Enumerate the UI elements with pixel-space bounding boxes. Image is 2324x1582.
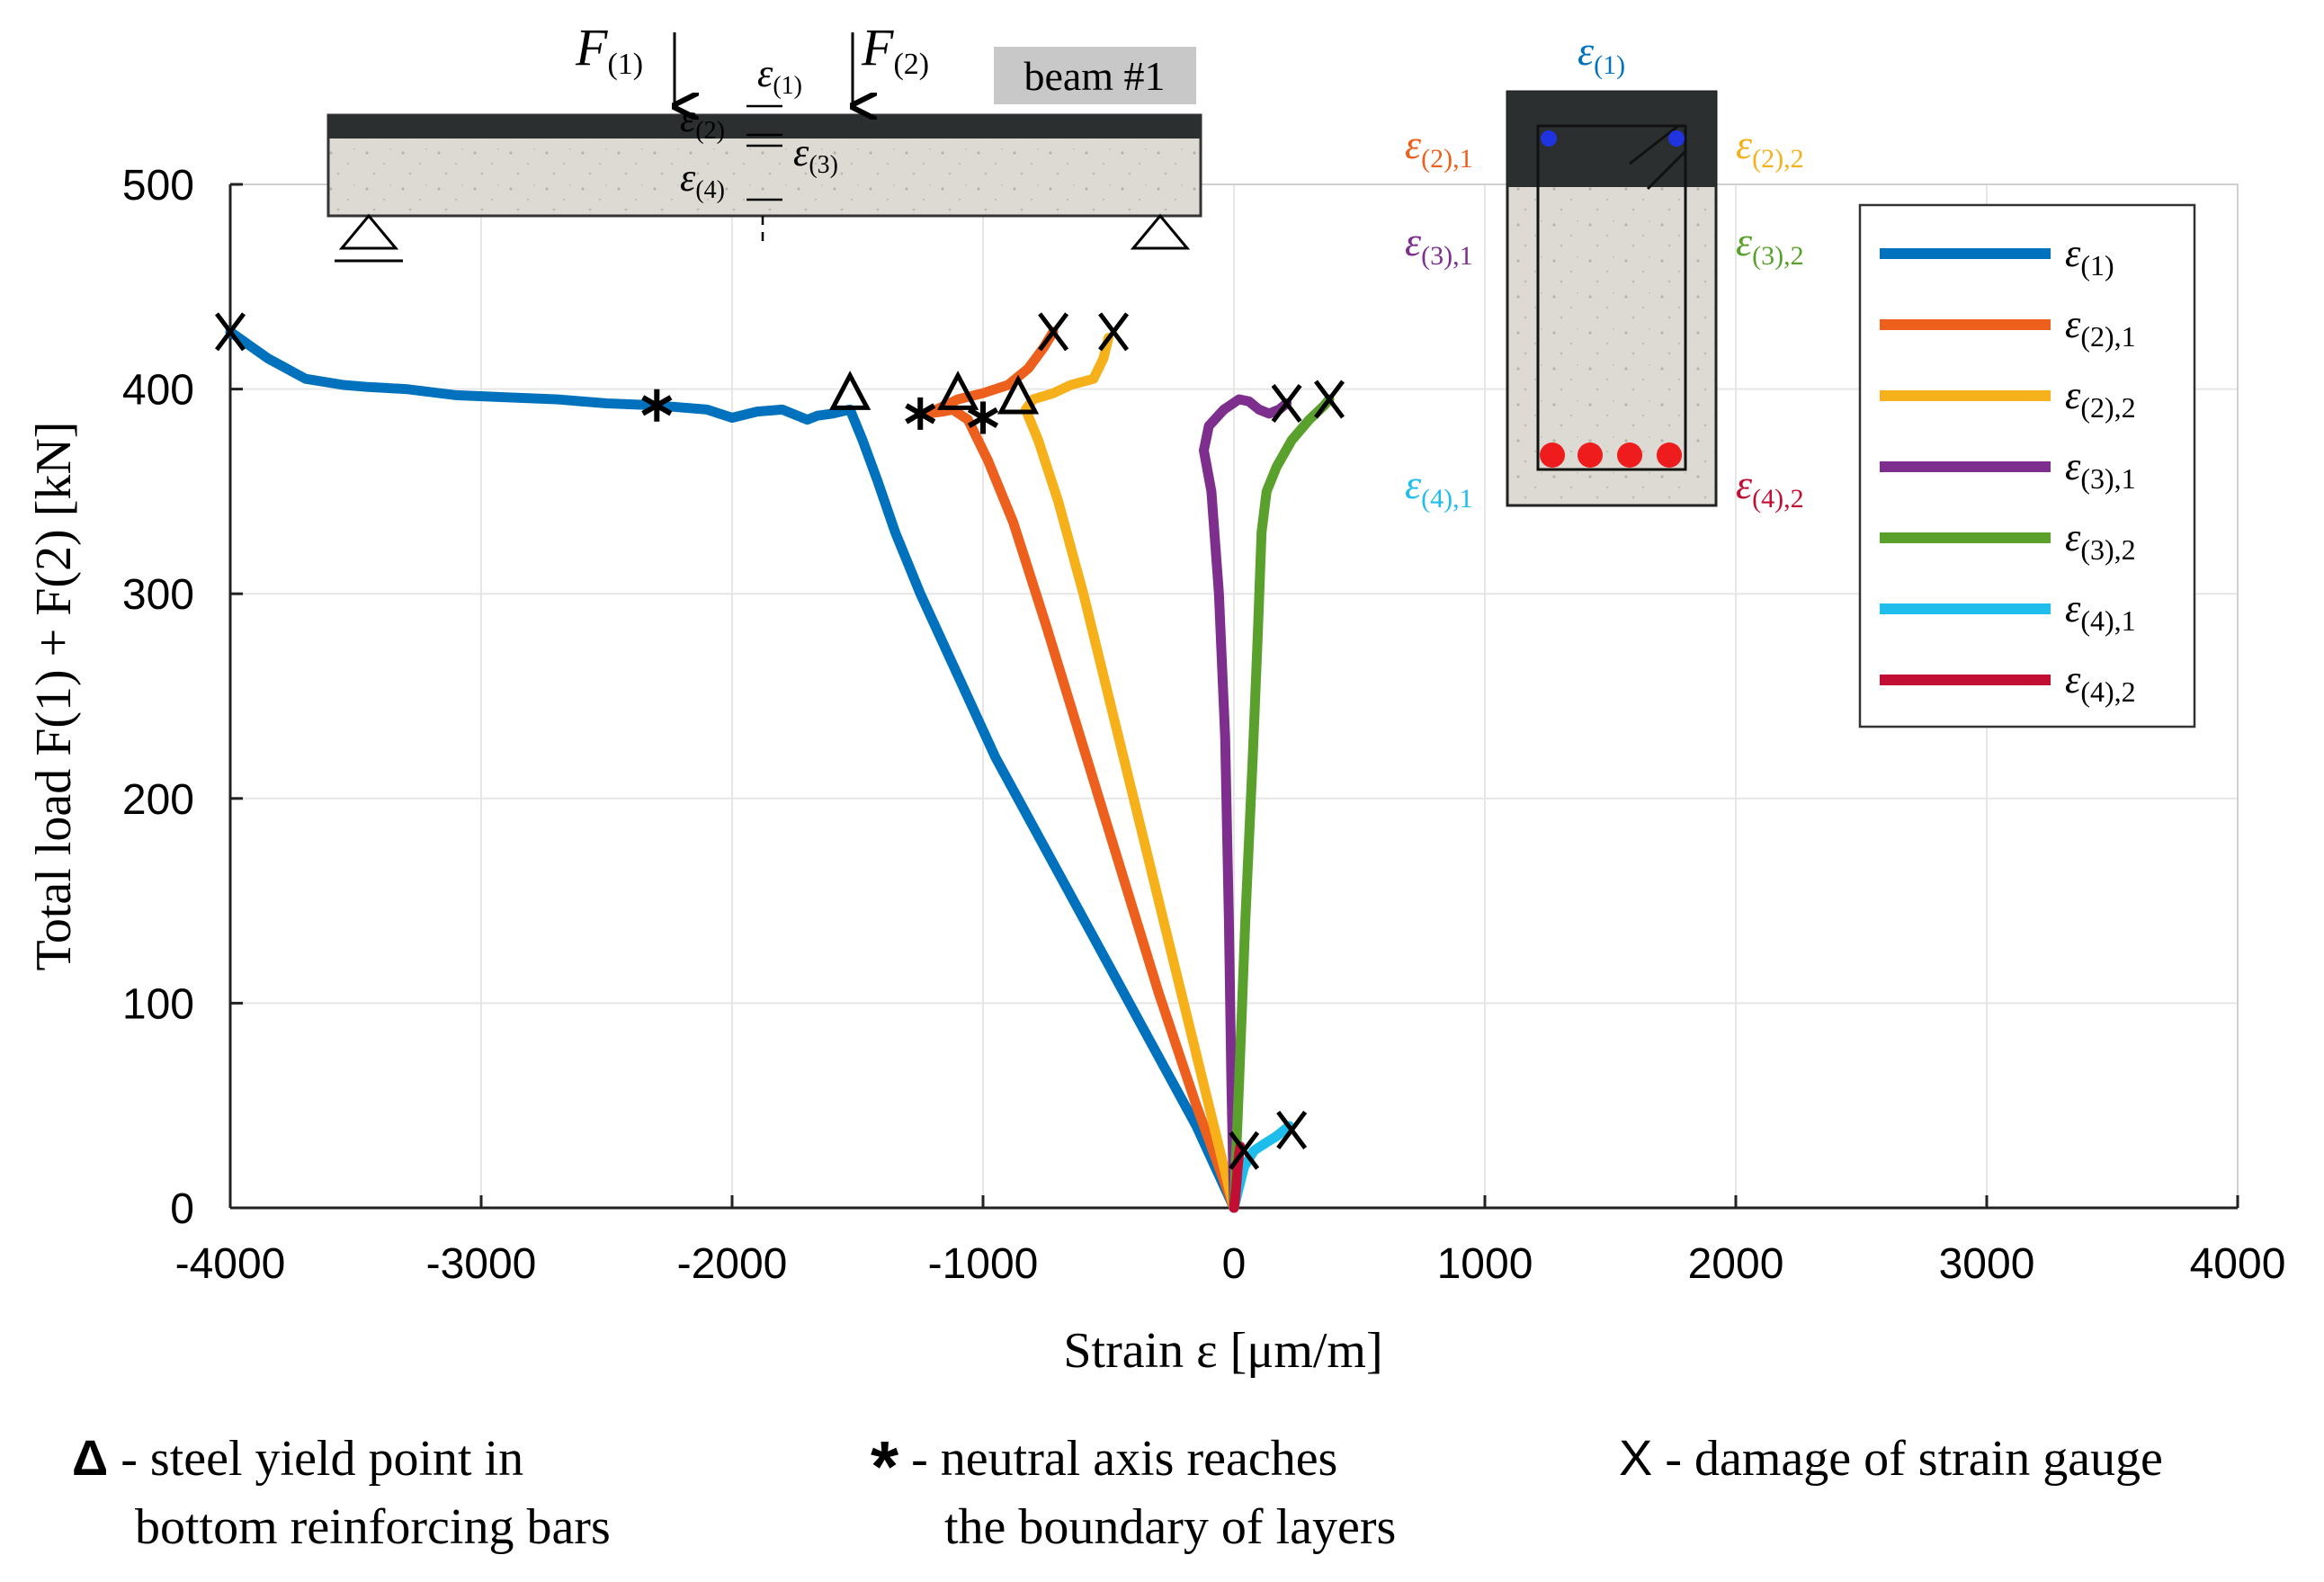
legend-label-0: ε(1)	[2065, 231, 2114, 282]
beam-schematic: beam #1 F(1) F(2) ε(1) ε(2) ε(3) ε(4)	[326, 18, 1202, 263]
beam-label: beam #1	[1023, 53, 1165, 99]
legend-label-6: ε(4),2	[2065, 657, 2136, 708]
marker-notes: Δ - steel yield point in bottom reinforc…	[72, 1426, 2163, 1555]
cross-section-label-6: ε(4),2	[1736, 461, 1804, 514]
bottom-bar-1	[1540, 442, 1565, 468]
series-line-2	[1020, 333, 1239, 1213]
top-bar-left	[1541, 130, 1557, 147]
damage-marker-6	[1276, 1111, 1308, 1150]
x-tick-label-1: -3000	[426, 1240, 537, 1288]
y-tick-label-0: 0	[170, 1185, 194, 1233]
force-1-label: F(1)	[575, 18, 643, 81]
data-series	[225, 326, 1335, 1213]
y-tick-label-1: 100	[122, 980, 194, 1028]
beam-label-box	[994, 47, 1196, 104]
series-line-4	[1229, 394, 1335, 1213]
y-axis-title: Total load F(1) + F(2) [kN]	[26, 422, 82, 971]
legend-label-4: ε(3),2	[2065, 515, 2136, 566]
neutral-axis-marker-2	[967, 401, 999, 434]
legend-label-1: ε(2),1	[2065, 302, 2136, 353]
bottom-bar-2	[1578, 442, 1603, 468]
damage-marker-4	[1314, 380, 1345, 419]
yield-marker-1	[936, 371, 979, 410]
damage-marker-1	[1038, 312, 1069, 352]
damage-marker-5	[1229, 1131, 1260, 1170]
note-neutral-line2: the boundary of layers	[944, 1499, 1396, 1555]
y-tick-label-5: 500	[122, 162, 194, 210]
x-tick-label-6: 2000	[1688, 1240, 1784, 1288]
gauge-arrows	[746, 104, 782, 248]
bottom-bar-3	[1617, 442, 1642, 468]
legend-label-3: ε(3),1	[2065, 444, 2136, 495]
x-tick-label-7: 3000	[1939, 1240, 2035, 1288]
bottom-bar-4	[1657, 442, 1682, 468]
support-left	[338, 213, 399, 250]
x-tick-label-4: 0	[1222, 1240, 1247, 1288]
x-tick-label-0: -4000	[175, 1240, 286, 1288]
gauge-4-label: ε(4)	[680, 156, 725, 204]
stirrup-hook-2	[1646, 149, 1687, 191]
yield-marker-0	[828, 371, 872, 410]
cross-section-label-0: ε(1)	[1578, 28, 1625, 80]
gauge-2-label: ε(2)	[680, 96, 725, 145]
neutral-axis-marker-0	[641, 389, 673, 422]
data-markers	[215, 312, 1345, 1170]
damage-marker-2	[1098, 312, 1130, 352]
cross-section-label-3: ε(3),1	[1405, 219, 1473, 271]
cross-section-label-5: ε(4),1	[1405, 461, 1473, 514]
neutral-axis-marker-1	[905, 397, 936, 430]
series-line-3	[1199, 394, 1292, 1213]
tick-labels: -4000 -3000 -2000 -1000 0 1000 2000 3000 4000 0 10…	[122, 162, 2285, 1288]
y-tick-label-2: 200	[122, 776, 194, 824]
legend-label-2: ε(2),2	[2065, 373, 2136, 424]
gauge-1-label: ε(1)	[757, 51, 802, 100]
note-neutral-line1: * - neutral axis reaches	[871, 1426, 1337, 1506]
support-right	[1130, 213, 1191, 250]
section-stirrup	[1536, 124, 1687, 471]
x-tick-label-8: 4000	[2190, 1240, 2286, 1288]
damage-marker-0	[215, 312, 246, 352]
stirrup-hook-1	[1629, 124, 1679, 165]
note-yield-line1: Δ - steel yield point in	[72, 1429, 523, 1487]
gauge-3-label: ε(3)	[793, 130, 838, 179]
force-2-label: F(2)	[861, 18, 929, 81]
cross-section-label-1: ε(2),1	[1405, 121, 1473, 174]
x-axis-title: Strain ε [μm/m]	[1063, 1323, 1382, 1379]
legend: ε(1) ε(2),1 ε(2),2 ε(3),1 ε(3),2 ε(4),1 ε(4),2	[1858, 203, 2196, 728]
x-tick-label-3: -1000	[928, 1240, 1039, 1288]
y-tick-label-3: 300	[122, 571, 194, 619]
yield-marker-2	[997, 374, 1040, 415]
top-bar-right	[1668, 130, 1685, 147]
x-tick-label-2: -2000	[677, 1240, 788, 1288]
y-tick-label-4: 400	[122, 367, 194, 415]
note-damage-line1: X - damage of strain gauge	[1619, 1429, 2163, 1487]
note-yield-line2: bottom reinforcing bars	[135, 1499, 611, 1555]
damage-marker-3	[1271, 384, 1302, 424]
cross-section: ε(1) ε(2),1 ε(2),2 ε(3),1 ε(3),2 ε(4),1 ε(4),2	[1405, 28, 1804, 514]
series-line-1	[923, 326, 1239, 1213]
series-line-0	[225, 326, 1239, 1213]
cross-section-label-2: ε(2),2	[1736, 121, 1804, 174]
x-tick-label-5: 1000	[1437, 1240, 1533, 1288]
legend-label-5: ε(4),1	[2065, 586, 2136, 637]
cross-section-label-4: ε(3),2	[1736, 219, 1804, 271]
